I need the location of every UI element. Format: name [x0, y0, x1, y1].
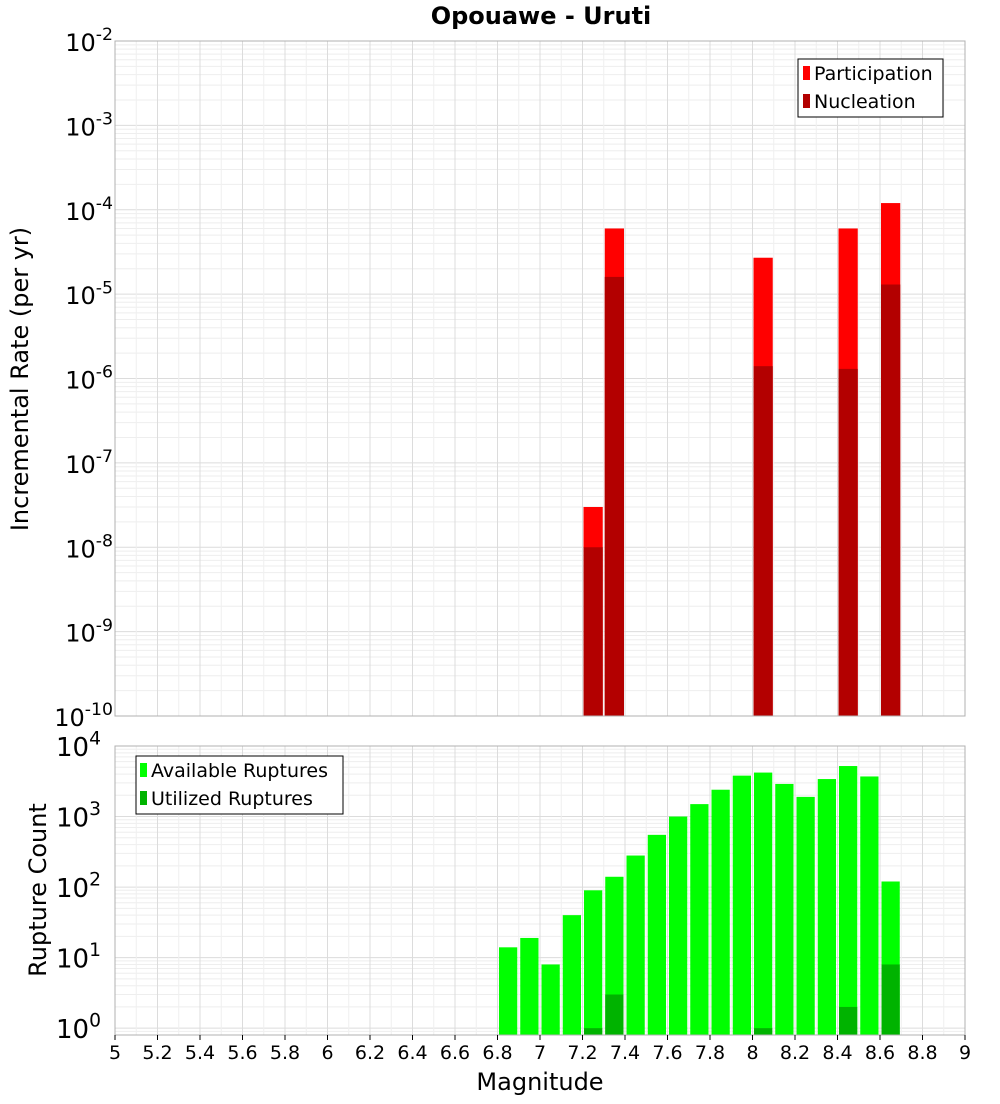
top-legend: Participation Nucleation [797, 58, 944, 118]
bar-nucleation-4 [881, 284, 901, 716]
top-y-tick-label: 10-10 [54, 700, 113, 732]
bar-utilized-ruptures-1 [605, 994, 624, 1035]
top-y-tick-label: 10-7 [65, 447, 113, 479]
bottom-legend-box [135, 755, 344, 815]
bottom-y-tick-label: 103 [56, 799, 101, 834]
x-tick-label: 8.2 [780, 1042, 810, 1064]
bottom-y-tick-label: 104 [56, 728, 101, 763]
bottom-y-tick-label: 101 [56, 940, 101, 975]
bottom-panel: 100 101 102 103 104 Rupture Count 5 5.2 5.4 5.6 5.… [24, 728, 971, 1096]
bar-available-ruptures-4 [584, 890, 603, 1035]
top-y-axis-label: Incremental Rate (per yr) [6, 227, 34, 531]
bar-available-ruptures-1 [520, 937, 539, 1035]
bottom-y-axis-label: Rupture Count [24, 803, 52, 977]
legend-swatch-nucleation [803, 94, 810, 108]
top-y-tick-label: 10-8 [65, 531, 113, 563]
bar-available-ruptures-6 [626, 855, 645, 1035]
x-tick-label: 5.2 [142, 1042, 172, 1064]
x-tick-label: 6.8 [482, 1042, 512, 1064]
bar-available-ruptures-14 [796, 796, 815, 1035]
top-y-tick-label: 10-6 [65, 363, 113, 395]
x-tick-label: 7 [534, 1042, 546, 1064]
top-plot-border [114, 40, 966, 717]
bar-available-ruptures-2 [541, 964, 560, 1035]
bar-utilized-ruptures-3 [839, 1006, 858, 1035]
bar-available-ruptures-17 [860, 776, 879, 1035]
bar-nucleation-0 [583, 547, 603, 716]
legend-swatch-utilized-ruptures [140, 791, 147, 805]
x-tick-label: 7.4 [610, 1042, 640, 1064]
x-tick-label: 8.4 [822, 1042, 852, 1064]
top-y-tick-label: 10-5 [65, 278, 113, 310]
x-tick-label: 9 [959, 1042, 971, 1064]
x-tick-label: 8 [746, 1042, 758, 1064]
x-tick-label: 5 [109, 1042, 121, 1064]
x-tick-label: 6.6 [440, 1042, 470, 1064]
bottom-y-tick-label: 102 [56, 869, 101, 904]
bar-utilized-ruptures-2 [754, 1028, 773, 1035]
top-legend-box [797, 58, 944, 118]
x-tick-label: 8.6 [865, 1042, 895, 1064]
x-tick-label: 7.2 [567, 1042, 597, 1064]
chart-title: Opouawe - Uruti [431, 2, 652, 30]
bottom-y-tick-label: 100 [56, 1010, 101, 1045]
bar-available-ruptures-7 [647, 834, 666, 1035]
bar-available-ruptures-12 [754, 772, 773, 1035]
x-tick-label: 5.4 [185, 1042, 215, 1064]
bar-available-ruptures-3 [562, 915, 581, 1035]
legend-label-utilized-ruptures: Utilized Ruptures [151, 788, 313, 810]
legend-label-participation: Participation [814, 63, 933, 85]
x-tick-label: 8.8 [907, 1042, 937, 1064]
x-tick-label: 6.2 [355, 1042, 385, 1064]
top-y-tick-label: 10-9 [65, 616, 113, 648]
x-tick-label: 5.6 [227, 1042, 257, 1064]
bar-available-ruptures-10 [711, 789, 730, 1035]
bar-available-ruptures-11 [732, 775, 751, 1035]
legend-label-available-ruptures: Available Ruptures [151, 760, 328, 782]
bar-available-ruptures-13 [775, 783, 794, 1035]
top-y-tick-label: 10-3 [65, 110, 113, 142]
bar-available-ruptures-15 [817, 779, 836, 1035]
x-tick-label: 5.8 [270, 1042, 300, 1064]
x-tick-label: 6.4 [397, 1042, 427, 1064]
top-y-tick-label: 10-2 [65, 25, 113, 57]
bar-available-ruptures-0 [499, 947, 518, 1035]
legend-label-nucleation: Nucleation [814, 91, 916, 113]
x-tick-label: 7.6 [652, 1042, 682, 1064]
legend-swatch-available-ruptures [140, 763, 147, 777]
bar-nucleation-2 [753, 366, 773, 716]
x-axis-label: Magnitude [476, 1068, 603, 1096]
bottom-legend: Available Ruptures Utilized Ruptures [135, 755, 344, 815]
top-panel: 10-10 10-9 10-8 10-7 10-6 10-5 10-4 10-3 10-2 Inc… [6, 25, 966, 732]
bar-utilized-ruptures-0 [584, 1028, 603, 1035]
bar-nucleation-1 [604, 276, 624, 716]
legend-swatch-participation [803, 66, 810, 80]
x-tick-label: 6 [321, 1042, 333, 1064]
bar-available-ruptures-9 [690, 804, 709, 1035]
x-tick-label: 7.8 [695, 1042, 725, 1064]
top-y-tick-label: 10-4 [65, 194, 113, 226]
bar-available-ruptures-16 [839, 766, 858, 1035]
bar-utilized-ruptures-4 [881, 964, 900, 1035]
bar-nucleation-3 [838, 368, 858, 716]
bar-available-ruptures-8 [669, 816, 688, 1035]
